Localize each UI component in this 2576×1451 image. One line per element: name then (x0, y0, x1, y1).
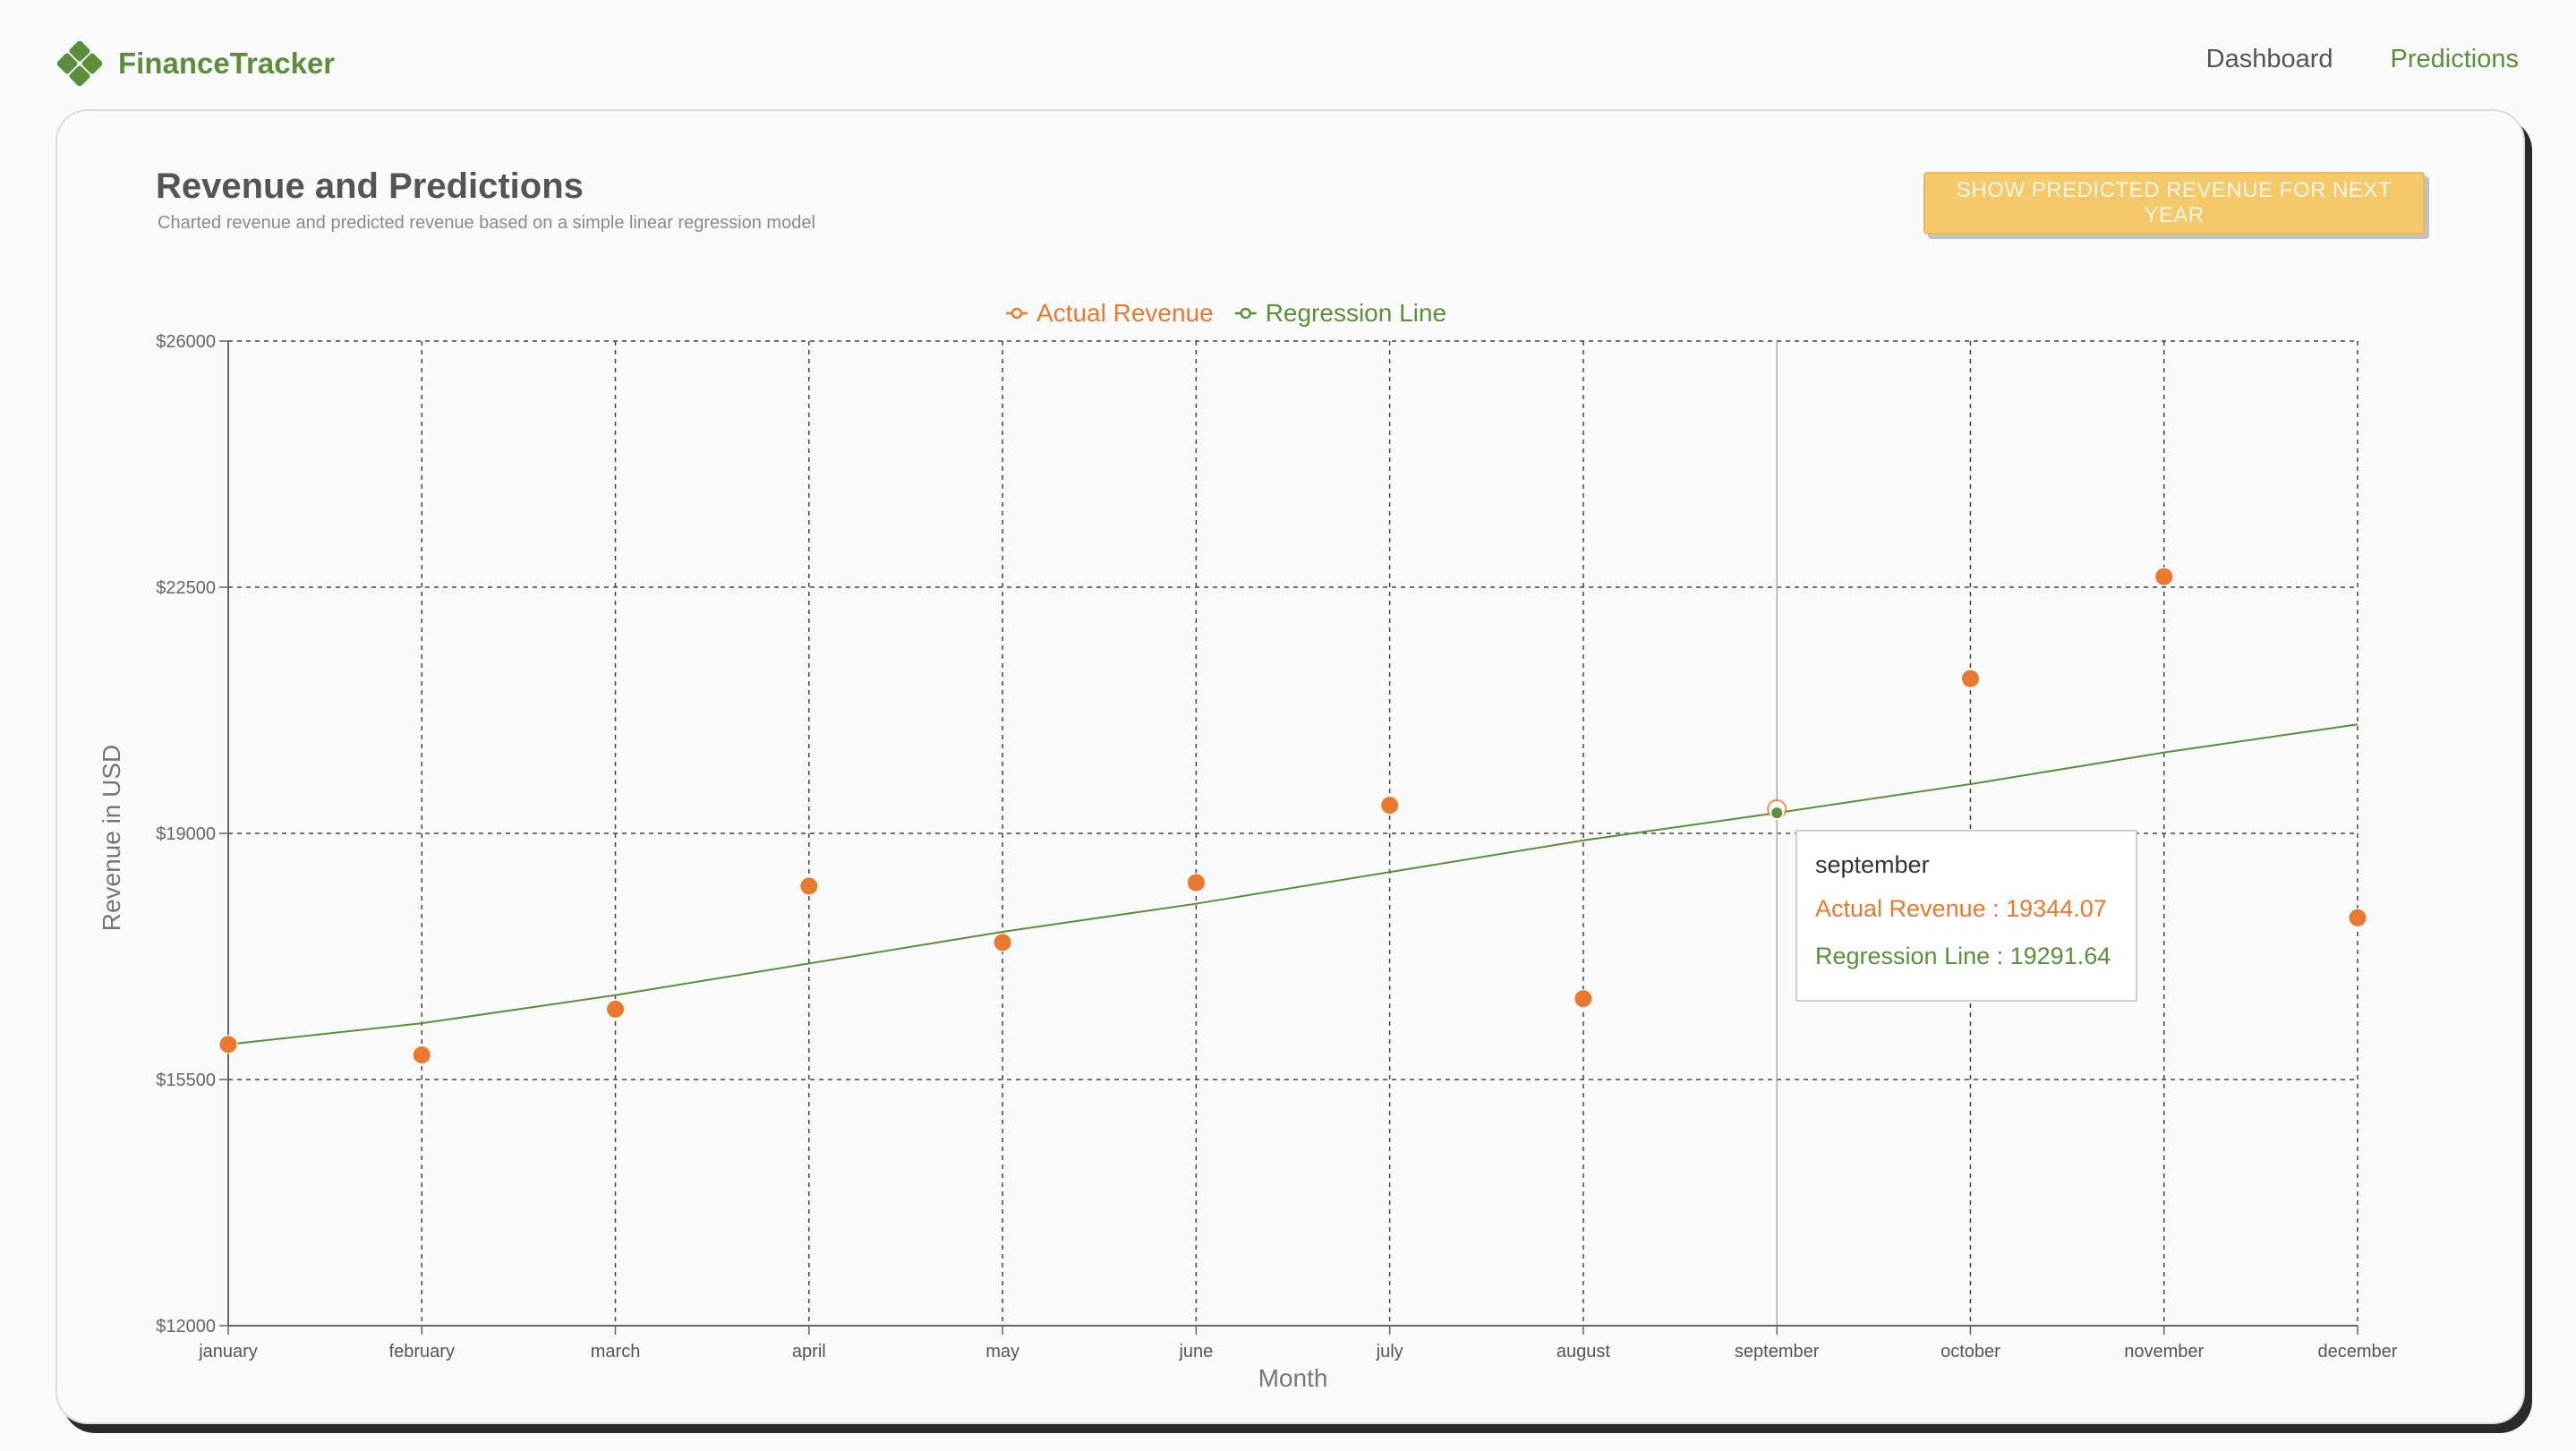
card-title: Revenue and Predictions (156, 166, 584, 206)
nav-dashboard[interactable]: Dashboard (2205, 45, 2333, 73)
x-tick-label: august (1557, 1342, 1610, 1361)
tooltip-title: september (1815, 851, 1930, 878)
legend-label: Actual Revenue (1036, 299, 1214, 327)
show-predicted-revenue-button[interactable]: SHOW PREDICTED REVENUE FOR NEXT YEAR (1923, 172, 2425, 235)
legend-label: Regression Line (1266, 299, 1446, 327)
top-navbar: FinanceTracker Dashboard Predictions (0, 0, 2576, 107)
y-axis-label: Revenue in USD (98, 745, 125, 932)
revenue-chart: $12000 $15500 $19000 $22500 $26000 january feb… (98, 299, 2398, 1392)
actual-revenue-point (1574, 989, 1593, 1009)
x-tick-label: february (389, 1342, 455, 1361)
actual-revenue-point (993, 933, 1012, 952)
x-tick-label: may (985, 1342, 1019, 1361)
actual-revenue-point (218, 1035, 238, 1054)
actual-revenue-point (606, 999, 626, 1019)
x-tick-label: july (1376, 1342, 1403, 1361)
x-tick-label: december (2318, 1342, 2398, 1361)
main-nav: Dashboard Predictions (2206, 45, 2519, 74)
x-tick-label: april (792, 1342, 826, 1361)
brand-name: FinanceTracker (118, 47, 336, 80)
actual-revenue-point (1960, 669, 1980, 688)
brand[interactable]: FinanceTracker (57, 41, 335, 86)
actual-revenue-point (412, 1046, 431, 1064)
tooltip-regression-line: Regression Line : 19291.64 (1815, 943, 2111, 969)
y-tick-label: $19000 (156, 824, 216, 844)
x-tick-label: october (1941, 1342, 2000, 1361)
actual-revenue-point (1380, 796, 1400, 815)
x-tick-label: january (198, 1342, 258, 1361)
regression-line (227, 723, 2358, 1046)
actual-revenue-point (2348, 908, 2367, 927)
y-tick-label: $22500 (156, 578, 216, 598)
x-tick-label: march (591, 1342, 641, 1361)
chart-tooltip: september Actual Revenue : 19344.07 Regr… (1796, 830, 2137, 1002)
regression-point-active (1770, 806, 1785, 821)
y-tick-label: $15500 (156, 1071, 216, 1090)
x-tick-label: june (1178, 1342, 1213, 1361)
x-axis-label: Month (1258, 1364, 1328, 1392)
chart-series (218, 567, 2367, 1064)
chart-legend[interactable]: Actual Revenue Regression Line (1006, 299, 1446, 327)
legend-swatch-dot (1011, 307, 1023, 320)
actual-revenue-point (1186, 873, 1206, 892)
revenue-card: Revenue and Predictions Charted revenue … (55, 109, 2525, 1424)
chart-axes: $12000 $15500 $19000 $22500 $26000 january feb… (156, 332, 2398, 1361)
y-tick-label: $12000 (156, 1317, 216, 1336)
clover-logo-icon (57, 41, 102, 86)
x-tick-label: september (1735, 1342, 1820, 1361)
card-subtitle: Charted revenue and predicted revenue ba… (158, 213, 815, 233)
tooltip-actual-revenue: Actual Revenue : 19344.07 (1815, 895, 2107, 922)
actual-revenue-point (799, 876, 819, 896)
x-tick-label: november (2124, 1342, 2204, 1361)
actual-revenue-point (2154, 567, 2174, 586)
legend-swatch-dot (1240, 307, 1251, 320)
nav-predictions[interactable]: Predictions (2390, 45, 2519, 73)
y-tick-label: $26000 (156, 332, 216, 352)
